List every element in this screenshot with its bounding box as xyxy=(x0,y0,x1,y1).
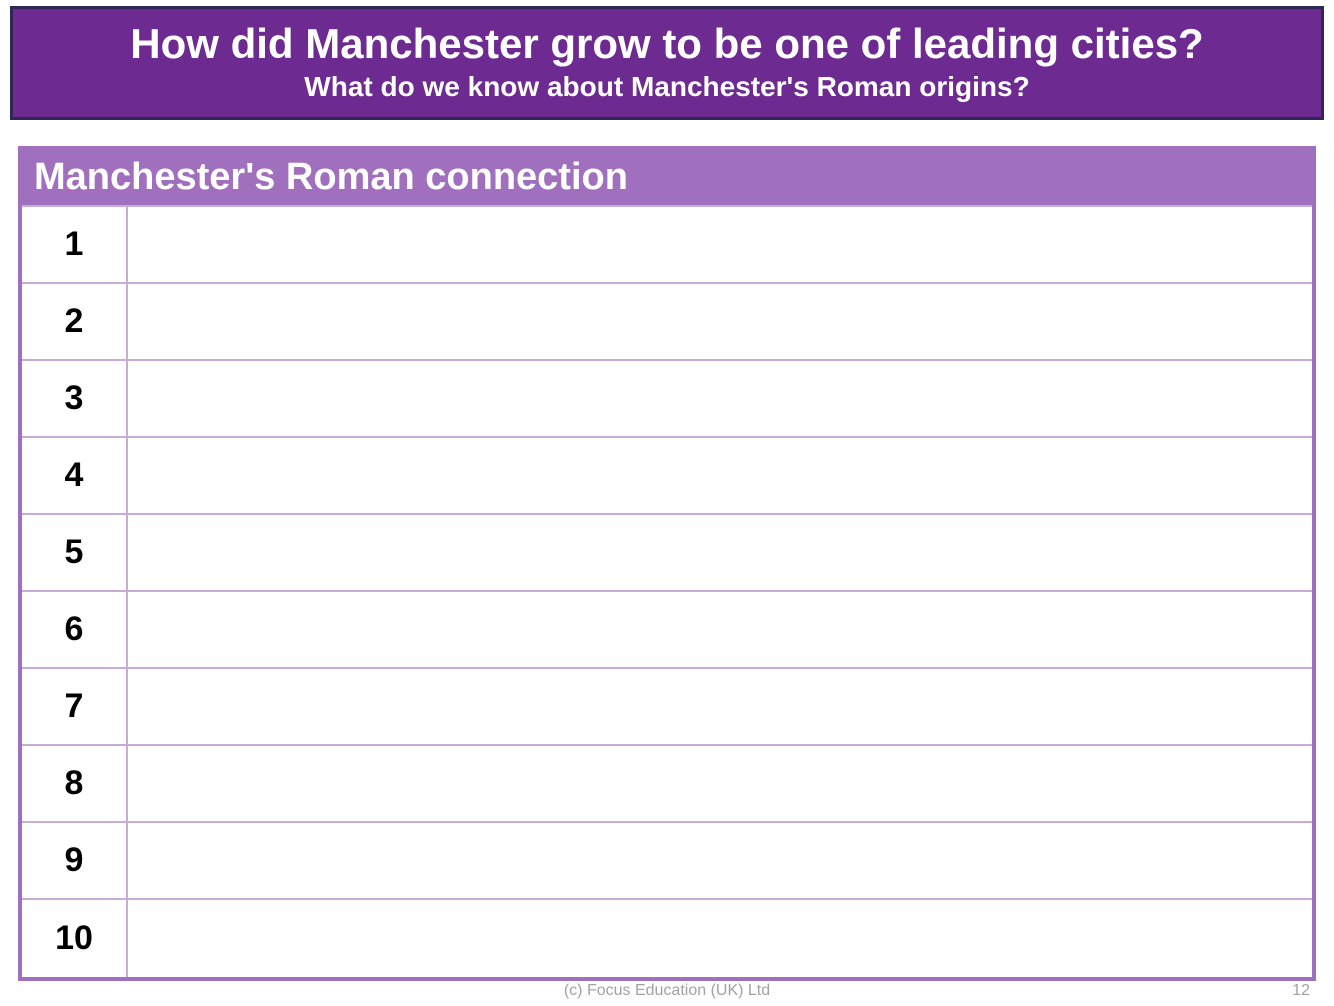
row-number: 7 xyxy=(22,669,128,746)
row-number: 10 xyxy=(22,900,128,977)
table-row: 7 xyxy=(22,669,1312,746)
header-subtitle: What do we know about Manchester's Roman… xyxy=(33,71,1301,103)
row-number: 2 xyxy=(22,284,128,361)
table-row: 9 xyxy=(22,823,1312,900)
row-content xyxy=(128,438,1312,515)
row-content xyxy=(128,746,1312,823)
row-content xyxy=(128,669,1312,746)
row-content xyxy=(128,900,1312,977)
row-number: 5 xyxy=(22,515,128,592)
table-body: 1 2 3 4 5 6 7 8 xyxy=(22,207,1312,977)
row-content xyxy=(128,823,1312,900)
row-content xyxy=(128,284,1312,361)
row-number: 3 xyxy=(22,361,128,438)
table-row: 10 xyxy=(22,900,1312,977)
header-title: How did Manchester grow to be one of lea… xyxy=(33,21,1301,67)
table-row: 8 xyxy=(22,746,1312,823)
row-number: 4 xyxy=(22,438,128,515)
footer-copyright: (c) Focus Education (UK) Ltd xyxy=(0,982,1334,1000)
row-content xyxy=(128,361,1312,438)
table-container: Manchester's Roman connection 1 2 3 4 5 … xyxy=(18,146,1316,981)
row-content xyxy=(128,592,1312,669)
table-row: 2 xyxy=(22,284,1312,361)
row-number: 1 xyxy=(22,207,128,284)
table-row: 6 xyxy=(22,592,1312,669)
row-number: 8 xyxy=(22,746,128,823)
table-header: Manchester's Roman connection xyxy=(22,150,1312,207)
row-content xyxy=(128,207,1312,284)
row-number: 9 xyxy=(22,823,128,900)
table-row: 4 xyxy=(22,438,1312,515)
table-row: 5 xyxy=(22,515,1312,592)
header-banner: How did Manchester grow to be one of lea… xyxy=(10,6,1324,120)
table-row: 1 xyxy=(22,207,1312,284)
row-content xyxy=(128,515,1312,592)
row-number: 6 xyxy=(22,592,128,669)
page-number: 12 xyxy=(1292,982,1310,1000)
table-row: 3 xyxy=(22,361,1312,438)
